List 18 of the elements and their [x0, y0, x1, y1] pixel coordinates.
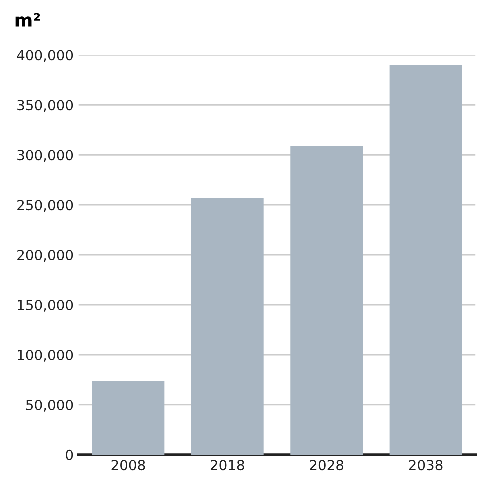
- y-tick-label: 300,000: [18, 150, 74, 162]
- x-tick-label: 2008: [112, 460, 146, 471]
- y-tick-label: 150,000: [18, 300, 74, 312]
- y-tick-label: 250,000: [18, 200, 74, 212]
- y-tick-label: 100,000: [18, 350, 74, 362]
- y-tick-label: 350,000: [18, 100, 74, 112]
- bar: [290, 146, 364, 455]
- bar: [390, 65, 462, 455]
- y-tick-label: 0: [66, 450, 74, 460]
- y-tick-label: 200,000: [18, 250, 74, 262]
- x-tick-label: 2018: [210, 460, 244, 471]
- bar: [92, 381, 165, 455]
- y-tick-label: 50,000: [26, 400, 74, 412]
- x-tick-label: 2038: [409, 460, 443, 471]
- bar: [191, 198, 264, 455]
- x-tick-label: 2028: [310, 460, 344, 471]
- y-axis-title: m²: [16, 13, 40, 27]
- y-tick-label: 400,000: [17, 50, 74, 62]
